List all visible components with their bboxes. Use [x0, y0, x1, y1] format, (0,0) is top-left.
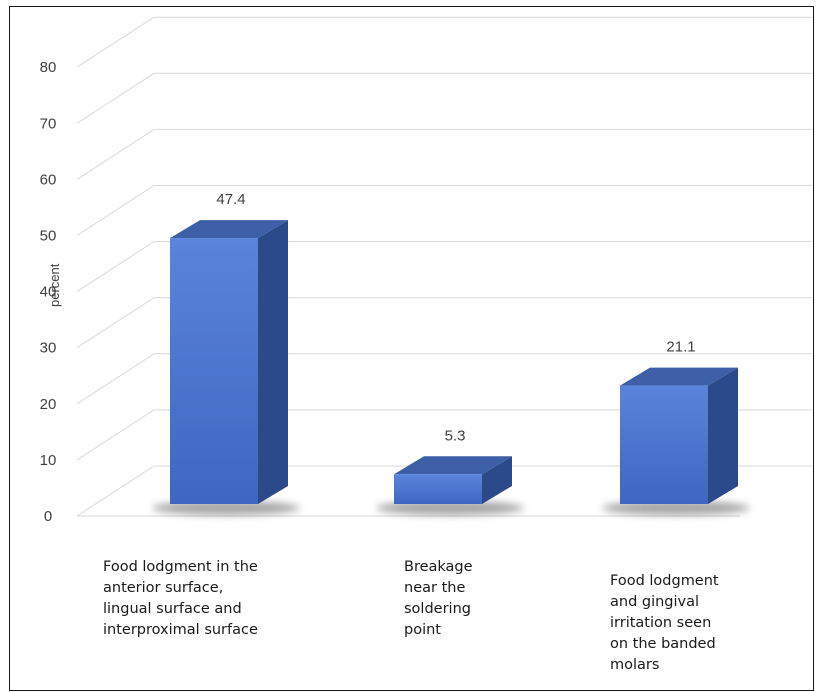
bar-top	[394, 456, 512, 475]
data-labels: 47.4 5.3 21.1	[216, 191, 695, 444]
bar-top	[170, 220, 288, 239]
y-tick-label: 20	[40, 396, 57, 413]
y-axis-label: percent	[47, 263, 62, 307]
bar-chart: 0 10 20 30 40 50 60 70 80 percent 47.4 5.3 21.1	[40, 16, 812, 525]
data-label: 47.4	[216, 191, 245, 208]
bar-shadow	[152, 501, 300, 515]
gridline	[76, 72, 812, 124]
gridline	[76, 128, 812, 180]
gridline	[76, 409, 812, 461]
bar-shadow	[602, 501, 750, 515]
category-label: Food lodgment and gingival irritation se…	[610, 573, 719, 673]
y-tick-label: 40	[40, 284, 57, 301]
chart-frame: 0 10 20 30 40 50 60 70 80 percent 47.4 5.3 21.1 Fo…	[9, 6, 814, 691]
gridline	[76, 297, 812, 349]
y-tick-label: 30	[40, 340, 57, 357]
gridline	[76, 353, 812, 405]
bar	[602, 367, 750, 515]
category-label: Food lodgment in the anterior surface, l…	[103, 559, 258, 638]
y-tick-label: 70	[40, 115, 57, 132]
y-tick-label: 60	[40, 171, 57, 188]
gridline	[76, 16, 812, 68]
gridlines	[76, 16, 812, 517]
bar	[376, 456, 524, 515]
data-label: 21.1	[666, 339, 695, 356]
gridline	[76, 465, 812, 517]
bar-shadow	[376, 501, 524, 515]
y-tick-label: 50	[40, 228, 57, 245]
category-label: Breakage near the soldering point	[404, 559, 473, 638]
bars	[152, 220, 750, 515]
y-tick-label: 80	[40, 59, 57, 76]
bar	[152, 220, 300, 515]
gridline	[76, 185, 812, 236]
bar-front	[394, 474, 482, 504]
bar-top	[620, 367, 738, 386]
y-tick-label: 0	[44, 508, 52, 525]
bar-front	[620, 385, 708, 504]
data-label: 5.3	[445, 427, 466, 444]
bar-side	[482, 456, 512, 504]
y-axis-ticks: 0 10 20 30 40 50 60 70 80	[40, 59, 57, 525]
gridline	[76, 241, 812, 293]
bar-front	[170, 238, 258, 504]
bar-side	[258, 220, 288, 504]
y-tick-label: 10	[40, 452, 57, 469]
bar-side	[708, 367, 738, 504]
